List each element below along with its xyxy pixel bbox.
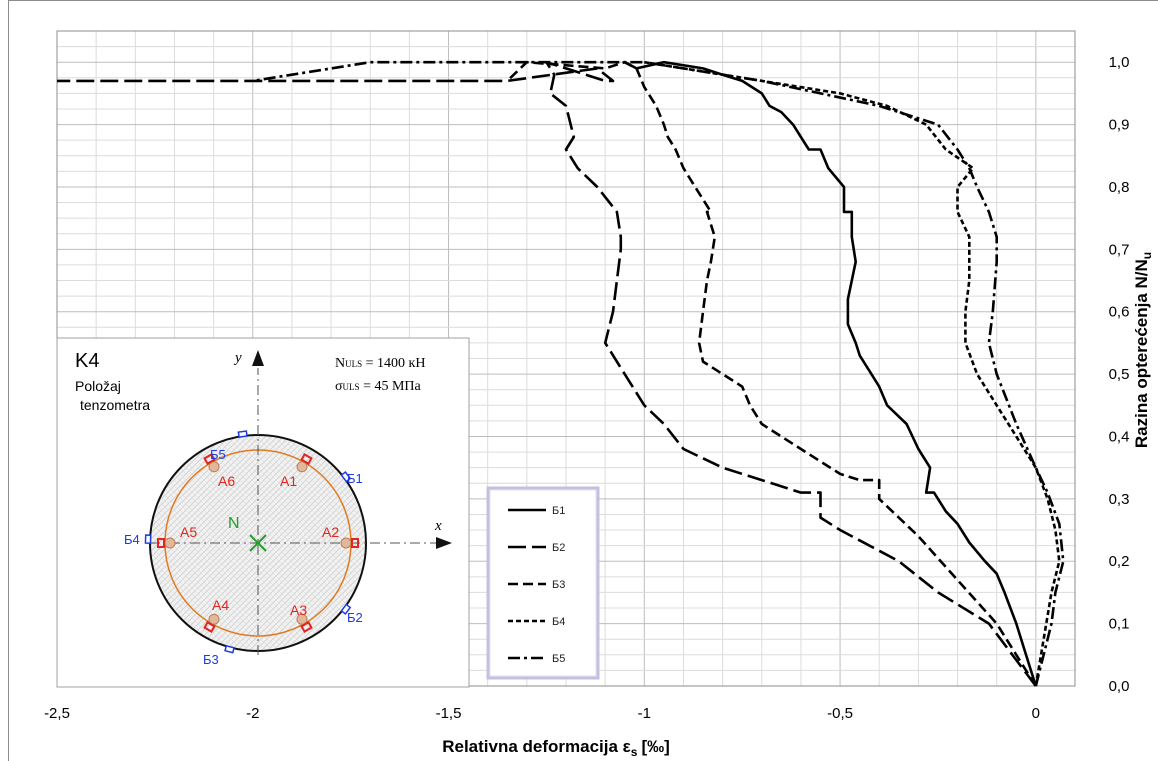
- rebar-bar: [208, 461, 220, 473]
- legend-label: Б4: [552, 616, 565, 628]
- rebar-bar: [296, 613, 308, 625]
- inset-y-label: y: [233, 350, 242, 366]
- legend: Б1 Б2 Б3 Б4 Б5: [486, 486, 600, 680]
- rebar-label: A3: [290, 602, 307, 618]
- concrete-gauge: [237, 430, 248, 438]
- series-line-2: [57, 60, 1037, 687]
- concrete-gauge: [144, 534, 152, 545]
- center-mark: [249, 534, 267, 552]
- rebar-label: A2: [322, 524, 339, 540]
- x-axis-arrow: [436, 537, 452, 549]
- concrete-gauge-label: Б2: [347, 610, 363, 625]
- rebar-gauge: [300, 453, 313, 465]
- inset-subtitle-line1: Položaj: [75, 378, 121, 394]
- gauges: Б1 Б2 Б3 Б4 Б5: [124, 430, 363, 667]
- concrete-gauge-label: Б4: [124, 532, 140, 547]
- concrete-gauge: [224, 644, 235, 654]
- series-layer: [57, 60, 1065, 687]
- legend-label: Б2: [552, 542, 565, 554]
- y-tick-label: 0,8: [1109, 179, 1130, 196]
- concrete-gauge: [340, 471, 352, 483]
- legend-label: Б5: [552, 653, 565, 665]
- y-tick-label: 0,4: [1109, 428, 1130, 445]
- x-tick-label: -1: [638, 705, 651, 722]
- y-tick-label: 1,0: [1109, 54, 1130, 71]
- concrete-gauge-label: Б5: [210, 447, 226, 462]
- rebar-label: A6: [218, 473, 235, 489]
- rebar-label: A4: [212, 597, 229, 613]
- rebar-bar: [164, 537, 176, 549]
- y-tick-label: 0,7: [1109, 241, 1130, 258]
- series-line-3: [506, 60, 1037, 687]
- rebar-label: A1: [280, 473, 297, 489]
- y-axis: 0,0 0,1 0,2 0,3 0,4 0,5 0,6 0,7 0,8 0,9 1,0: [1109, 54, 1130, 695]
- x-tick-label: -0,5: [827, 705, 853, 722]
- rebar-gauge: [203, 621, 216, 633]
- series-line-4: [644, 60, 1061, 687]
- legend-label: Б3: [552, 579, 565, 591]
- inset-x-label: x: [434, 518, 442, 534]
- y-tick-label: 0,3: [1109, 491, 1130, 508]
- y-tick-label: 0,5: [1109, 366, 1130, 383]
- legend-label: Б1: [552, 505, 565, 517]
- y-tick-label: 0,0: [1109, 678, 1130, 695]
- center-label: N: [228, 515, 240, 532]
- rebar-gauge: [351, 538, 359, 548]
- cross-section-inset: K4 Položaj tenzometra NULS = 1400 кН σUL…: [56, 337, 470, 688]
- x-tick-label: -1,5: [436, 705, 462, 722]
- inset-subtitle-line2: tenzometra: [80, 397, 150, 413]
- rebar-label: A5: [180, 524, 197, 540]
- concrete-gauge-label: Б3: [203, 652, 219, 667]
- concrete-gauge-label: Б1: [347, 471, 363, 486]
- concrete-gauge: [340, 603, 352, 615]
- inset-title: K4: [75, 350, 99, 372]
- y-axis-arrow: [252, 350, 264, 366]
- y-tick-label: 0,1: [1109, 616, 1130, 633]
- chart-frame: [8, 0, 1158, 761]
- x-tick-label: -2: [246, 705, 259, 722]
- suls-info: σULS = 45 МПа: [335, 379, 422, 394]
- rebar-gauge: [300, 621, 313, 633]
- rebar-bar: [208, 613, 220, 625]
- x-tick-label: 0: [1032, 705, 1040, 722]
- rebars: A1 A2 A3 A4 A5 A6: [157, 453, 359, 633]
- series-line-1: [624, 60, 1038, 687]
- rebar-gauge: [203, 453, 216, 465]
- y-tick-label: 0,2: [1109, 553, 1130, 570]
- x-axis-title: Relativna deformacija εs [‰]: [442, 737, 670, 759]
- nuls-info: NULS = 1400 кН: [335, 356, 425, 371]
- x-axis: -2,5 -2 -1,5 -1 -0,5 0: [44, 705, 1040, 722]
- series-line-5: [252, 60, 1065, 687]
- y-axis-title: Razina opterećenja N/Nu: [1132, 252, 1154, 448]
- y-tick-label: 0,9: [1109, 117, 1130, 134]
- x-tick-label: -2,5: [44, 705, 70, 722]
- y-tick-label: 0,6: [1109, 304, 1130, 321]
- rebar-bar: [340, 537, 352, 549]
- rebar-gauge: [157, 538, 165, 548]
- rebar-bar: [296, 461, 308, 473]
